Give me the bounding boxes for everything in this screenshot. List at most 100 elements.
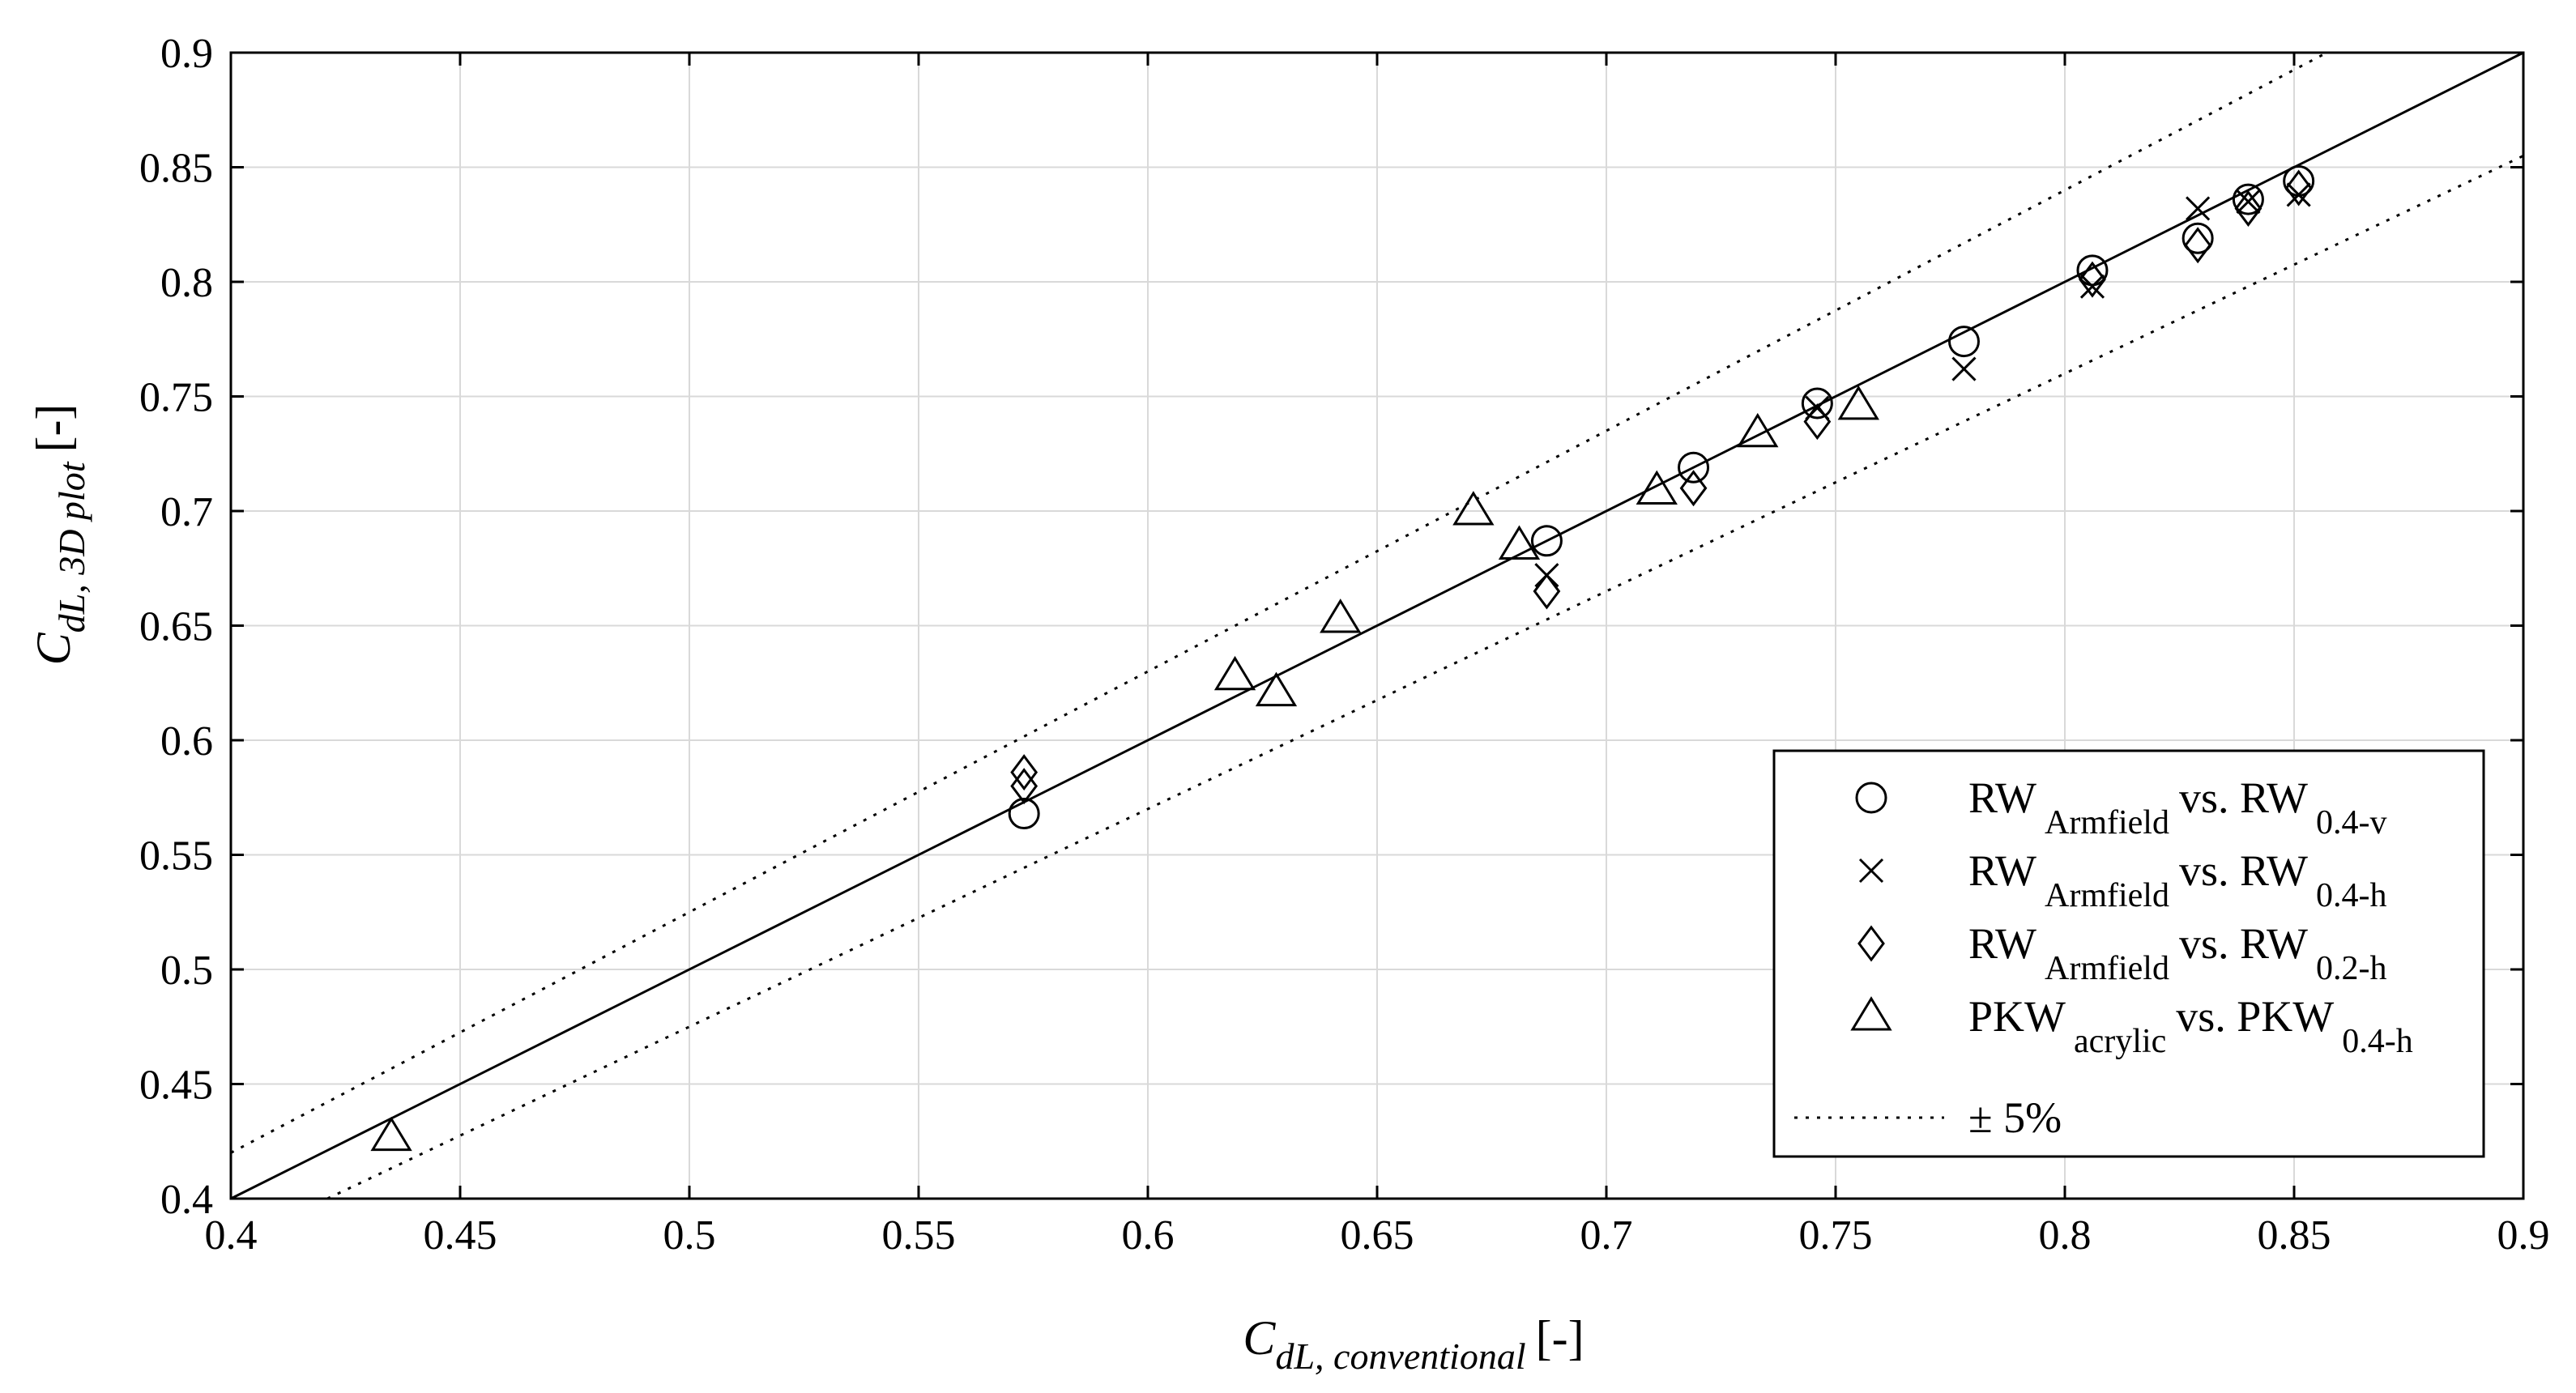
circle-data-point: [1008, 798, 1040, 830]
legend-x-symbol: [1858, 858, 1884, 884]
reference-lines: [230, 51, 2524, 1200]
x-axis-label-unit: [-]: [1536, 1311, 1584, 1365]
y-tick-label: 0.65: [139, 604, 213, 650]
triangle-data-point: [370, 1116, 412, 1152]
legend-triangle-symbol: [1850, 996, 1892, 1031]
x-marker-stroke: [2079, 274, 2105, 299]
legend-tolerance-label: ± 5%: [1968, 1093, 2062, 1142]
x-axis-label: CdL, conventional [-]: [1243, 1311, 1584, 1377]
x-tick-label: 0.7: [1580, 1212, 1633, 1259]
circle-data-point: [1947, 326, 1980, 358]
circle-data-point: [2232, 183, 2264, 215]
tolerance-line: [326, 154, 2524, 1200]
x-marker-stroke: [2236, 189, 2261, 215]
legend-entry-label: RWArmfield vs. RW0.2-h: [1968, 919, 2387, 987]
x-marker-stroke: [2186, 196, 2211, 221]
x-tick-labels: 0.4 0.45 0.5 0.55 0.6 0.65 0.7 0.75 0.8 0.85 0.9: [205, 1212, 2550, 1259]
y-axis-label: CdL, 3D plot [-]: [27, 404, 92, 666]
x-tick-label: 0.65: [1341, 1212, 1414, 1259]
x-axis-label-main: C: [1243, 1311, 1276, 1365]
legend-sub: 0.4-h: [2342, 1023, 2413, 1060]
legend-box: [1772, 749, 2485, 1158]
legend-entry-label: PKWacrylic vs. PKW0.4-h: [1968, 992, 2413, 1060]
legend-sub: acrylic: [2074, 1023, 2166, 1060]
x-tick-label: 0.45: [424, 1212, 497, 1259]
legend-sub: Armfield: [2045, 804, 2169, 841]
x-data-point: [2286, 182, 2311, 207]
x-data-point: [1951, 356, 1977, 381]
diamond-data-point: [2284, 169, 2313, 207]
y-tick-label: 0.8: [160, 260, 213, 306]
x-tick-label: 0.75: [1799, 1212, 1873, 1259]
x-data-point: [2186, 196, 2211, 221]
legend-main: PKW: [1968, 992, 2066, 1041]
triangle-data-point: [1320, 599, 1362, 633]
y-axis-label-unit: [-]: [27, 404, 80, 453]
triangle-data-point: [1255, 671, 1298, 707]
triangle-data-point: [1737, 412, 1779, 448]
x-axis-label-sub: dL, conventional: [1275, 1335, 1525, 1377]
diamond-data-point: [2079, 261, 2106, 298]
legend-sub: Armfield: [2045, 877, 2169, 914]
legend-mid: vs. RW: [2179, 773, 2308, 822]
y-tick-label: 0.55: [139, 833, 213, 880]
y-tick-label: 0.75: [139, 375, 213, 421]
legend-sub: 0.2-h: [2316, 950, 2387, 987]
x-tick-label: 0.9: [2497, 1212, 2550, 1259]
legend-main: RW: [1968, 919, 2036, 968]
identity-line: [230, 51, 2524, 1200]
x-marker-stroke: [1858, 858, 1884, 884]
y-tick-label: 0.5: [160, 948, 213, 994]
plot-frame: [229, 51, 2525, 1200]
x-tick-label: 0.85: [2258, 1212, 2331, 1259]
legend-sub: 0.4-h: [2316, 877, 2387, 914]
circle-data-point: [1801, 387, 1833, 420]
legend-diamond-symbol: [1857, 925, 1885, 962]
diamond-data-point: [1010, 768, 1039, 805]
circle-data-point: [1678, 451, 1710, 484]
circle-data-point: [2181, 222, 2214, 254]
circle-data-point: [1530, 525, 1563, 557]
triangle-data-point: [1452, 491, 1495, 526]
legend-mid: vs. RW: [2179, 919, 2308, 968]
x-marker-stroke: [1951, 356, 1977, 381]
diamond-data-point: [2184, 227, 2212, 264]
y-tick-label: 0.7: [160, 489, 213, 535]
y-tick-label: 0.85: [139, 146, 213, 192]
legend-mid: vs. PKW: [2176, 992, 2334, 1041]
triangle-data-point: [1213, 655, 1256, 691]
legend-sub: Armfield: [2045, 950, 2169, 987]
y-axis-label-sub: dL, 3D plot: [51, 461, 92, 633]
triangle-data-point: [1636, 470, 1678, 505]
x-marker-stroke: [2286, 182, 2311, 207]
x-tick-label: 0.8: [2039, 1212, 2092, 1259]
legend-sub: 0.4-v: [2316, 804, 2387, 841]
x-data-point: [2079, 274, 2105, 299]
data-markers: [370, 164, 2315, 1152]
x-tick-label: 0.4: [205, 1212, 258, 1259]
triangle-data-point: [1837, 385, 1879, 420]
y-tick-label: 0.45: [139, 1063, 213, 1109]
y-tick-label: 0.4: [160, 1177, 213, 1223]
legend-main: RW: [1968, 773, 2036, 822]
legend-entry-label: RWArmfield vs. RW0.4-v: [1968, 773, 2387, 841]
x-tick-label: 0.6: [1122, 1212, 1175, 1259]
diamond-data-point: [1533, 573, 1561, 610]
triangle-data-point: [1498, 525, 1541, 560]
legend-main: RW: [1968, 846, 2036, 895]
legend-mid: vs. RW: [2179, 846, 2308, 895]
legend-entry-label: RWArmfield vs. RW0.4-h: [1968, 846, 2387, 914]
diamond-data-point: [1803, 403, 1832, 441]
legend-circle-symbol: [1855, 782, 1887, 814]
y-tick-labels: 0.4 0.45 0.5 0.55 0.6 0.65 0.7 0.75 0.8 0.85 0.9: [139, 31, 213, 1223]
y-tick-label: 0.9: [160, 31, 213, 77]
diamond-data-point: [1679, 470, 1708, 507]
x-tick-label: 0.5: [663, 1212, 716, 1259]
diamond-data-point: [1010, 754, 1039, 791]
x-data-point: [2236, 189, 2261, 215]
y-tick-label: 0.6: [160, 718, 213, 765]
